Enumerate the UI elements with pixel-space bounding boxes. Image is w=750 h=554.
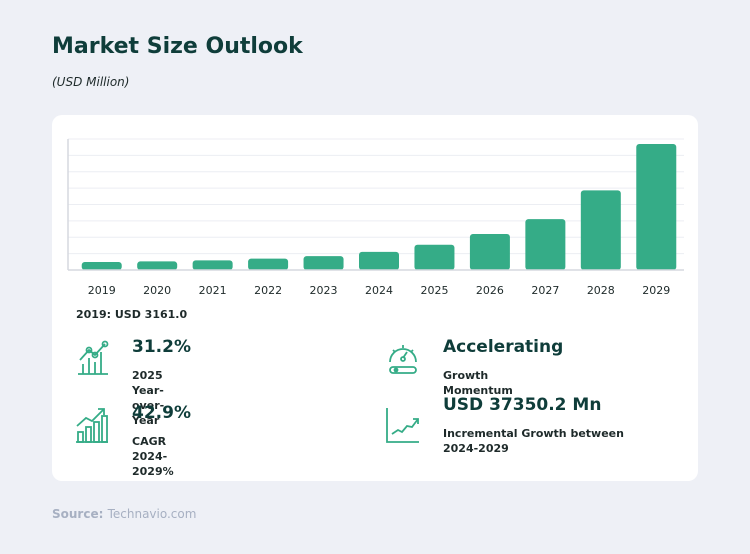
x-tick-label: 2019 (88, 284, 116, 297)
source-label: Source: (52, 507, 104, 521)
speedometer-icon (389, 345, 417, 374)
bar-2022 (248, 258, 289, 270)
chart-card: 2019 2020 2021 2022 2023 2024 2025 2026 2027 2028… (52, 115, 698, 481)
stat-label: CAGR 2024-2029% (132, 435, 174, 478)
x-tick-label: 2028 (587, 284, 615, 297)
bar-2021 (192, 260, 233, 270)
x-tick-label: 2023 (310, 284, 338, 297)
stat-label: 2025 Year-over-Year (132, 369, 165, 427)
x-tick-label: 2020 (143, 284, 171, 297)
stat-value: Accelerating (443, 337, 564, 357)
x-tick-label: 2021 (199, 284, 227, 297)
base-year-note: 2019: USD 3161.0 (76, 308, 188, 321)
x-tick-label: 2029 (642, 284, 670, 297)
trend-chart-icon (386, 408, 419, 443)
page-title: Market Size Outlook (52, 34, 303, 59)
bar-2019 (81, 262, 122, 270)
page-subtitle: (USD Million) (52, 75, 130, 89)
bar-2020 (137, 261, 178, 270)
stat-value: 42.9% (132, 403, 191, 423)
bar-2027 (525, 219, 566, 270)
x-tick-label: 2026 (476, 284, 504, 297)
bar-2026 (469, 233, 510, 270)
stat-label: Incremental Growth between 2024-2029 (443, 427, 624, 455)
source-link[interactable]: Technavio.com (107, 507, 197, 521)
bar-2024 (359, 251, 399, 270)
x-tick-label: 2022 (254, 284, 282, 297)
x-tick-label: 2024 (365, 284, 393, 297)
bar-chart: 2019 2020 2021 2022 2023 2024 2025 2026 2027 2028… (67, 138, 684, 297)
stat-value: USD 37350.2 Mn (443, 395, 602, 415)
bar-growth-icon (76, 408, 108, 443)
x-tick-label: 2025 (420, 284, 448, 297)
bar-2029 (636, 144, 677, 270)
x-tick-label: 2027 (531, 284, 559, 297)
stat-value: 31.2% (132, 337, 191, 357)
bar-2023 (303, 256, 344, 270)
bar-2028 (580, 190, 621, 270)
bar-2025 (414, 244, 455, 270)
stat-label: Growth Momentum (443, 369, 513, 397)
source-note: Source: Technavio.com (52, 507, 196, 521)
line-growth-icon (78, 340, 109, 375)
